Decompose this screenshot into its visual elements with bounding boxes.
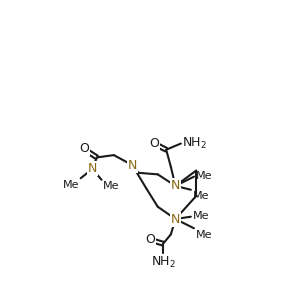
- Text: O: O: [79, 142, 89, 156]
- Text: Me: Me: [195, 171, 212, 181]
- Text: O: O: [149, 137, 159, 150]
- Text: Me: Me: [192, 211, 209, 221]
- Text: N: N: [171, 212, 180, 226]
- Text: N: N: [88, 162, 97, 176]
- Text: O: O: [145, 233, 155, 246]
- Text: N: N: [171, 179, 180, 193]
- Text: NH$_2$: NH$_2$: [182, 136, 207, 151]
- Text: Me: Me: [103, 181, 119, 191]
- Text: Me: Me: [63, 180, 79, 190]
- Text: NH$_2$: NH$_2$: [150, 254, 175, 269]
- Text: Me: Me: [195, 230, 212, 240]
- Text: Me: Me: [192, 191, 209, 201]
- Text: N: N: [128, 159, 137, 172]
